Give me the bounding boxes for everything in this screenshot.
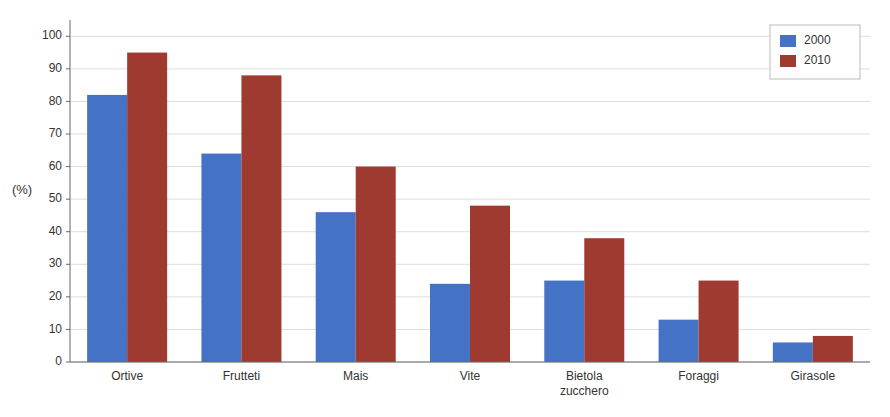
bar [544,281,584,362]
tick-mark [66,36,70,37]
category-label-line: Bietola [566,369,603,383]
tick-mark [66,101,70,102]
legend-swatch [780,55,796,67]
bar [316,212,356,362]
bar [356,167,396,362]
grid-line [70,134,870,135]
x-axis: Ortive Frutteti Mais Vite Bietolazucchero For… [111,369,835,398]
tick-label: 10 [49,322,63,336]
tick-mark [66,231,70,232]
tick-label: 70 [49,126,63,140]
legend-box [770,25,860,79]
tick-label: 40 [49,224,63,238]
grid-line [70,68,870,69]
tick-mark [66,68,70,69]
x-axis-line [70,362,870,363]
tick-label: 90 [49,61,63,75]
tick-mark [66,199,70,200]
category-label: Ortive [111,369,143,383]
tick-mark [66,362,70,363]
tick-label: 0 [55,354,62,368]
tick-label: 80 [49,94,63,108]
category-label-line: Vite [460,369,481,383]
tick-mark [66,329,70,330]
category-label: Frutteti [223,369,260,383]
category-label-line: Ortive [111,369,143,383]
tick-mark [66,264,70,265]
tick-label: 50 [49,191,63,205]
bar [659,320,699,362]
chart: 0 10 20 30 40 50 60 70 80 90 100 (%) Ortive Frutteti M… [0,0,890,417]
chart-container: 0 10 20 30 40 50 60 70 80 90 100 (%) Ortive Frutteti M… [0,0,890,417]
tick-label: 30 [49,256,63,270]
grid-line [70,36,870,37]
bar [127,53,167,362]
bar [430,284,470,362]
category-label-line: zucchero [560,384,609,398]
grid-line [70,166,870,167]
tick-label: 100 [42,28,62,42]
category-label-line: Mais [343,369,368,383]
tick-mark [66,296,70,297]
y-axis: 0 10 20 30 40 50 60 70 80 90 100 [42,28,870,368]
category-label-line: Girasole [791,369,836,383]
category-label: Vite [460,369,481,383]
bar [241,75,281,362]
legend-swatch [780,35,796,47]
tick-label: 20 [49,289,63,303]
bar [773,342,813,362]
bar [813,336,853,362]
grid-line [70,199,870,200]
bar [470,206,510,362]
category-label: Foraggi [678,369,719,383]
category-label: Bietolazucchero [560,369,609,398]
bar [201,154,241,362]
bar [699,281,739,362]
legend-label: 2000 [804,33,831,47]
tick-mark [66,134,70,135]
tick-mark [66,166,70,167]
bar [87,95,127,362]
y-axis-line [70,20,71,362]
category-label: Girasole [791,369,836,383]
grid-line [70,101,870,102]
category-label-line: Frutteti [223,369,260,383]
bars [87,53,853,362]
category-label-line: Foraggi [678,369,719,383]
bar [584,238,624,362]
y-axis-label: (%) [12,182,32,197]
legend: 2000 2010 [770,25,860,79]
grid-line [70,362,870,363]
legend-label: 2010 [804,53,831,67]
category-label: Mais [343,369,368,383]
tick-label: 60 [49,159,63,173]
